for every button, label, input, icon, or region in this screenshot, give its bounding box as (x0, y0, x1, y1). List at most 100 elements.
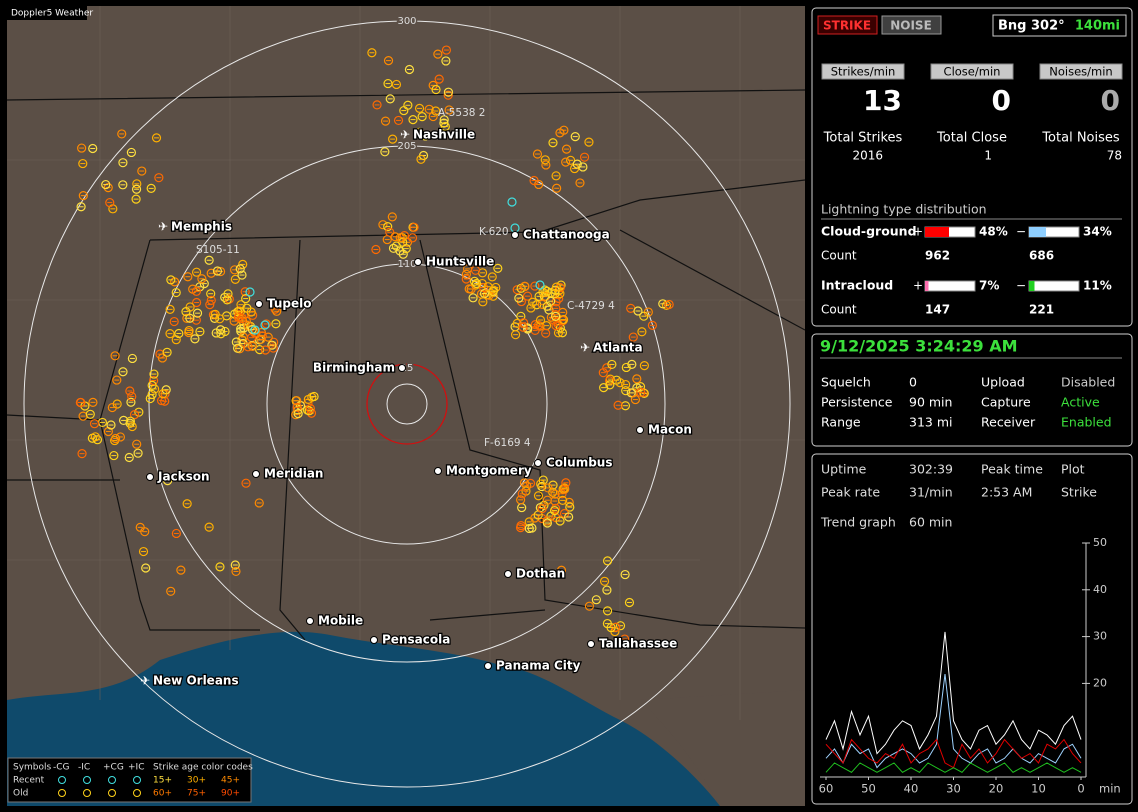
legend-symbol (58, 776, 66, 784)
city-label: Meridian (264, 467, 323, 481)
strikes: A-5538 2 K-620 C-4729 4 F-6169 4 S105-11 (75, 45, 674, 644)
recent-strike (250, 325, 260, 335)
pct-track (1028, 280, 1080, 292)
strike (664, 299, 674, 310)
strike (247, 341, 258, 351)
strike (647, 320, 657, 330)
strike-button[interactable] (817, 15, 878, 35)
trend-line (825, 673, 1082, 769)
y-tick-label: 30 (1093, 630, 1107, 643)
bearing: Bng 302° (998, 19, 1065, 34)
strike (624, 597, 635, 608)
strike (220, 326, 230, 337)
strike (127, 421, 137, 432)
noise-button[interactable] (881, 15, 942, 35)
strike (579, 152, 590, 162)
city-dot (534, 459, 542, 467)
city-dot (414, 258, 422, 266)
strike (517, 489, 527, 499)
rate-value: 0 (992, 84, 1011, 117)
strike (272, 306, 282, 316)
strike (564, 512, 574, 522)
strike (305, 403, 316, 414)
strike (408, 114, 418, 125)
strike (118, 367, 128, 377)
strike (533, 510, 543, 520)
strike (106, 420, 116, 430)
strike (230, 560, 240, 570)
strike (535, 315, 546, 325)
strike (407, 233, 418, 243)
strike (575, 178, 585, 188)
status-item: Squelch (821, 375, 871, 390)
strike (620, 401, 631, 411)
strike (532, 149, 543, 159)
legend-type: +IC (128, 763, 144, 773)
strike (639, 311, 649, 321)
strike (602, 556, 613, 566)
strike (246, 307, 256, 317)
legend-age: 15+ (153, 776, 172, 786)
city-dot (636, 426, 644, 434)
legend-age: 75+ (187, 789, 206, 799)
legend-symbol (58, 789, 66, 797)
strike (433, 49, 443, 59)
strike (488, 291, 498, 301)
strike (158, 389, 168, 399)
strike (109, 450, 119, 461)
stat-item: 302:39 (909, 462, 953, 477)
range-ring (148, 145, 666, 663)
city-label: Columbus (546, 456, 613, 470)
strike (615, 378, 625, 388)
strike (223, 289, 233, 299)
side-panel: STRIKE NOISE Bng 302° 140mi Strikes/min 13 Tot… (817, 14, 1127, 796)
strike (627, 359, 637, 369)
city-label: New Orleans (153, 674, 239, 688)
strike (555, 283, 565, 293)
strike (632, 374, 642, 384)
strike (110, 351, 120, 361)
strike (443, 90, 453, 100)
strike (488, 287, 498, 297)
legend: Symbols -CG -IC +CG +IC Strike age color code… (7, 757, 253, 803)
city-dot (434, 467, 442, 475)
strike (440, 121, 450, 132)
strike (191, 286, 202, 296)
strike (620, 634, 630, 644)
strike (543, 483, 553, 493)
city-label: Montgomery (446, 464, 532, 478)
storm-label: F-6169 4 (484, 437, 531, 449)
strike (391, 79, 402, 90)
strike (414, 127, 424, 138)
airport-icon: ✈ (158, 220, 168, 234)
strike (165, 304, 175, 314)
stat-item: Trend graph (820, 515, 896, 530)
strike (154, 173, 164, 183)
strike (599, 383, 609, 393)
strike (110, 433, 121, 444)
strike (206, 268, 216, 278)
strike (613, 400, 623, 410)
rate-header (821, 63, 905, 80)
rate-header (1039, 63, 1123, 80)
strike (533, 491, 544, 501)
strike (125, 386, 135, 396)
strike (233, 312, 243, 322)
strike (548, 480, 558, 490)
strike (479, 283, 489, 293)
sign: + (913, 225, 923, 239)
city-label: Panama City (496, 659, 581, 673)
status-item: Receiver (981, 415, 1036, 430)
strike (385, 94, 395, 104)
strike (526, 303, 536, 313)
status-item: Enabled (1061, 415, 1112, 430)
status-item: Disabled (1061, 375, 1115, 390)
strike (515, 523, 526, 533)
status-item: 0 (909, 375, 917, 390)
pct-bar (925, 227, 949, 237)
ring-label: 110 (397, 259, 416, 270)
status-item: Range (821, 415, 861, 430)
y-tick-label: 50 (1093, 536, 1107, 549)
strike (293, 409, 303, 419)
